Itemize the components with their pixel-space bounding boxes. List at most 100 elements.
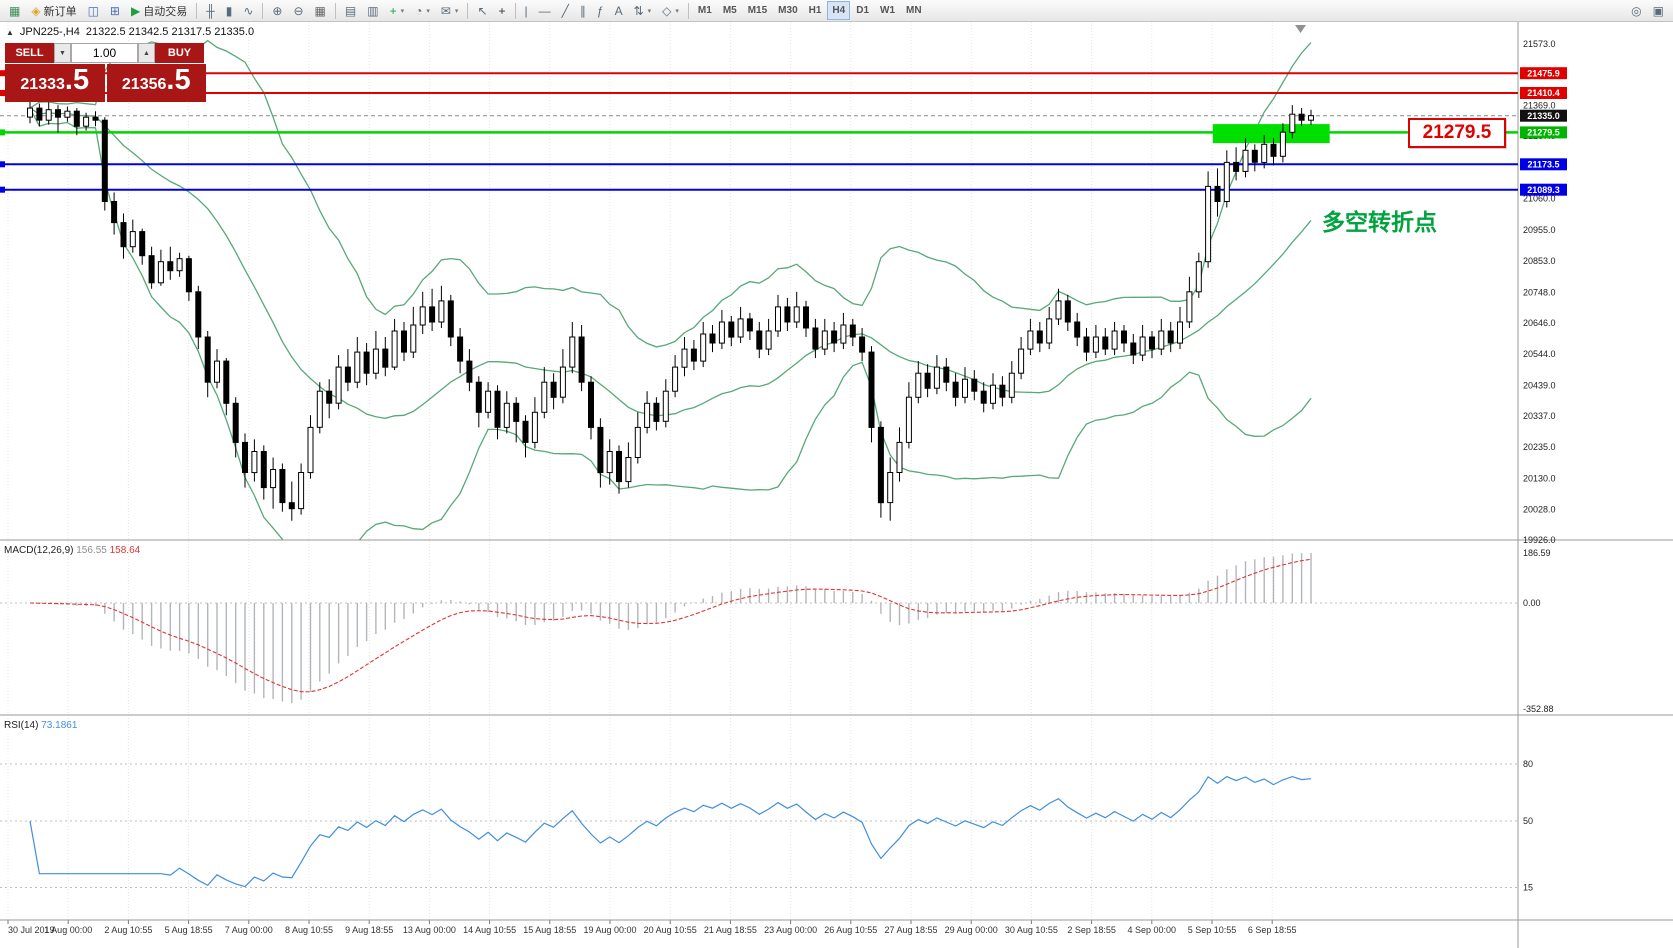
macd-scale-label: -352.88 (1523, 704, 1554, 714)
price-badge: 21279.5 (1520, 126, 1567, 139)
chart-window-icon[interactable]: ◫ (83, 1, 104, 20)
add-indicator-icon-glyph: + (389, 3, 397, 18)
time-axis-label: 20 Aug 10:55 (644, 925, 697, 935)
volume-dropdown-button[interactable]: ▼ (54, 43, 71, 63)
time-axis-label: 9 Aug 18:55 (345, 925, 393, 935)
crosshair-icon[interactable]: + (494, 1, 511, 20)
shapes-tool-icon[interactable]: ◇ ▾ (657, 1, 684, 20)
level-left-marker (0, 90, 5, 96)
buy-price-display[interactable]: 21356.5 (106, 64, 206, 102)
chart-shift-marker[interactable] (1295, 25, 1306, 33)
timeframe-m30-label: M30 (778, 5, 798, 16)
cursor-icon[interactable]: ↖ (472, 1, 492, 20)
timeframe-h1-label: H1 (808, 5, 822, 16)
sell-price-display[interactable]: 21333.5 (5, 64, 105, 102)
timeframe-mn[interactable]: MN (901, 1, 927, 20)
zoom-out-icon[interactable]: ⊖ (288, 1, 308, 20)
price-badge: 21410.4 (1520, 87, 1567, 99)
timeframe-d1[interactable]: D1 (851, 1, 874, 20)
buy-price-big-digit: .5 (166, 64, 191, 96)
main-toolbar: ▦ ◈ 新订单 ◫ ⊞ ▶ 自动交易 ╫ ▮ ∿ ⊕ ⊖ ▦ ▤ ▥ + ▾ ◔ ▾ ✉ ▾ ↖ + | — ╱ ∥ ƒ A ⇅ ▾ ◇ ▾ M1… (0, 0, 1673, 22)
level-left-marker (0, 70, 5, 77)
time-axis-label: 27 Aug 18:55 (884, 925, 937, 935)
price-axis-label: 20955.0 (1523, 225, 1556, 235)
zoom-in-icon[interactable]: ⊕ (267, 1, 287, 20)
horizontal-line-icon[interactable]: — (534, 1, 556, 20)
volume-input[interactable] (71, 43, 138, 63)
line-chart-type-icon-glyph: ∿ (243, 3, 254, 18)
timeframe-mn-label: MN (906, 5, 922, 16)
highlight-rectangle[interactable] (1212, 124, 1330, 144)
dropdown-arrow-icon: ▾ (454, 7, 459, 15)
tile-windows-icon-glyph: ▦ (314, 3, 326, 18)
fullscreen-icon-glyph: ▣ (1652, 3, 1664, 18)
toolbar-separator (687, 2, 689, 19)
arrows-tool-icon-glyph: ⇅ (633, 3, 644, 18)
zoom-out-icon-glyph: ⊖ (293, 3, 304, 18)
timeframe-h4-label: H4 (832, 5, 846, 16)
templates-icon[interactable]: ✉ ▾ (436, 1, 464, 20)
dropdown-arrow-icon: ▾ (426, 7, 430, 15)
chart-header: ▲ JPN225-,H4 21322.5 21342.5 21317.5 213… (6, 26, 254, 38)
time-axis-label: 30 Jul 2019 (8, 925, 55, 935)
timeframe-h4[interactable]: H4 (827, 1, 851, 20)
ohlc-values: 21322.5 21342.5 21317.5 21335.0 (85, 26, 255, 38)
timeframe-m1[interactable]: M1 (693, 1, 717, 20)
price-axis-label: 20439.0 (1523, 381, 1556, 391)
candlestick-chart-type-icon[interactable]: ▮ (221, 1, 238, 20)
tile-windows-icon[interactable]: ▦ (310, 1, 331, 20)
time-axis-label: 21 Aug 18:55 (704, 925, 757, 935)
price-axis-label: 21369.0 (1523, 100, 1556, 110)
new-order-button[interactable]: ◈ 新订单 (26, 1, 81, 20)
buy-button[interactable]: BUY (155, 43, 204, 63)
fibonacci-icon[interactable]: ƒ (592, 1, 609, 20)
time-axis-label: 14 Aug 10:55 (463, 925, 516, 935)
vertical-line-icon[interactable]: | (520, 1, 533, 20)
equidistant-channel-icon[interactable]: ∥ (575, 1, 591, 20)
price-axis-label: 20544.0 (1523, 349, 1556, 359)
fullscreen-icon[interactable]: ▣ (1648, 1, 1669, 20)
price-axis-label: 20646.0 (1523, 318, 1556, 328)
autotrading-glyph: ▶ (130, 3, 141, 18)
time-axis-label: 23 Aug 00:00 (764, 925, 817, 935)
candlestick-chart-type-icon-glyph: ▮ (225, 3, 233, 18)
ohlc-bars-icon[interactable]: ╫ (201, 1, 220, 20)
price-badge: 21089.3 (1520, 183, 1567, 196)
timeframe-h1[interactable]: H1 (804, 1, 827, 20)
timeframe-m15[interactable]: M15 (743, 1, 772, 20)
data-window-icon[interactable]: ▥ (362, 1, 383, 20)
charts-icon[interactable]: ▦ (4, 1, 25, 20)
sell-button[interactable]: SELL (5, 43, 54, 63)
navigator-icon[interactable]: ▤ (340, 1, 361, 20)
timeframe-m5[interactable]: M5 (718, 1, 742, 20)
toolbar-separator (334, 2, 336, 19)
crosshair-icon-glyph: + (498, 3, 506, 18)
toolbar-separator (262, 2, 264, 19)
symbol-title: JPN225-,H4 (19, 26, 80, 38)
price-callout-label[interactable]: 21279.5 (1408, 118, 1506, 148)
turning-point-annotation: 多空转折点 (1322, 209, 1437, 235)
time-axis-label: 6 Sep 18:55 (1248, 925, 1297, 935)
search-icon[interactable]: ◎ (1626, 1, 1646, 20)
arrows-tool-icon[interactable]: ⇅ ▾ (629, 1, 657, 20)
price-axis-label: 20337.0 (1523, 411, 1556, 421)
volume-spin-up-button[interactable]: ▲ (138, 43, 155, 63)
time-axis-label: 5 Aug 18:55 (165, 925, 213, 935)
timeframe-w1[interactable]: W1 (875, 1, 900, 20)
svg-text:21410.4: 21410.4 (1527, 88, 1560, 98)
timeframe-m30[interactable]: M30 (773, 1, 802, 20)
add-indicator-icon[interactable]: + ▾ (385, 1, 410, 20)
price-badge: 21173.5 (1520, 158, 1567, 171)
market-watch-icon[interactable]: ⊞ (105, 1, 125, 20)
periods-icon[interactable]: ◔ ▾ (410, 1, 435, 20)
line-chart-type-icon[interactable]: ∿ (238, 1, 258, 20)
text-label-icon[interactable]: A (610, 1, 628, 20)
time-axis-label: 29 Aug 00:00 (945, 925, 998, 935)
charts-icon-glyph: ▦ (9, 3, 21, 18)
trendline-icon[interactable]: ╱ (557, 1, 574, 20)
macd-scale-label: 186.59 (1523, 548, 1551, 558)
time-axis-label: 26 Aug 10:55 (824, 925, 877, 935)
one-click-collapse-icon[interactable]: ▲ (6, 27, 14, 37)
autotrading-button[interactable]: ▶ 自动交易 (126, 1, 192, 20)
